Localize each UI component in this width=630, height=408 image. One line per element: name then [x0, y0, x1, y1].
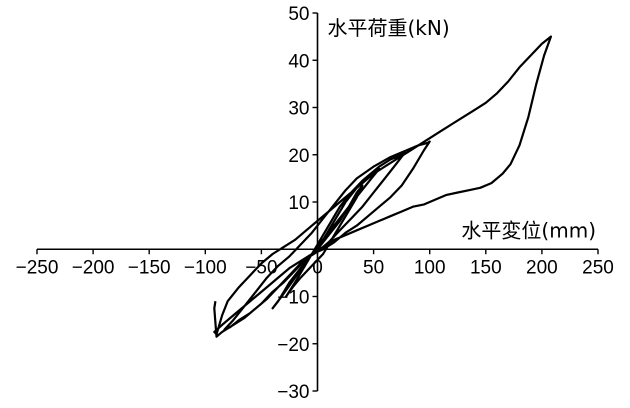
y-tick-label: 50 — [288, 4, 309, 25]
x-tick-label: −250 — [16, 257, 59, 278]
y-tick-label: 30 — [288, 99, 309, 120]
y-tick-label: −10 — [277, 288, 309, 309]
x-tick-label: −150 — [128, 257, 171, 278]
y-axis-title: 水平荷重(kN) — [328, 16, 450, 40]
series-layer — [213, 35, 552, 338]
x-tick-label: 250 — [582, 257, 614, 278]
x-tick-label: −200 — [72, 257, 115, 278]
y-tick-label: 20 — [288, 146, 309, 167]
y-tick-label: 40 — [288, 51, 309, 72]
y-tick-label: −20 — [277, 335, 309, 356]
x-tick-label: 50 — [363, 257, 384, 278]
hysteresis-curve — [213, 35, 552, 338]
y-ticks: −30 −20 −10 10 20 30 40 50 — [277, 4, 318, 403]
y-tick-label: −30 — [277, 382, 309, 403]
x-tick-label: 100 — [414, 257, 446, 278]
x-tick-label: 0 — [312, 257, 323, 278]
x-ticks: −250 −200 −150 −100 −50 0 50 100 150 200 250 — [16, 249, 614, 278]
x-tick-label: −100 — [184, 257, 227, 278]
x-tick-label: 150 — [470, 257, 502, 278]
x-tick-label: 200 — [526, 257, 558, 278]
y-tick-label: 10 — [288, 193, 309, 214]
x-axis-title: 水平変位(mm) — [461, 218, 596, 242]
